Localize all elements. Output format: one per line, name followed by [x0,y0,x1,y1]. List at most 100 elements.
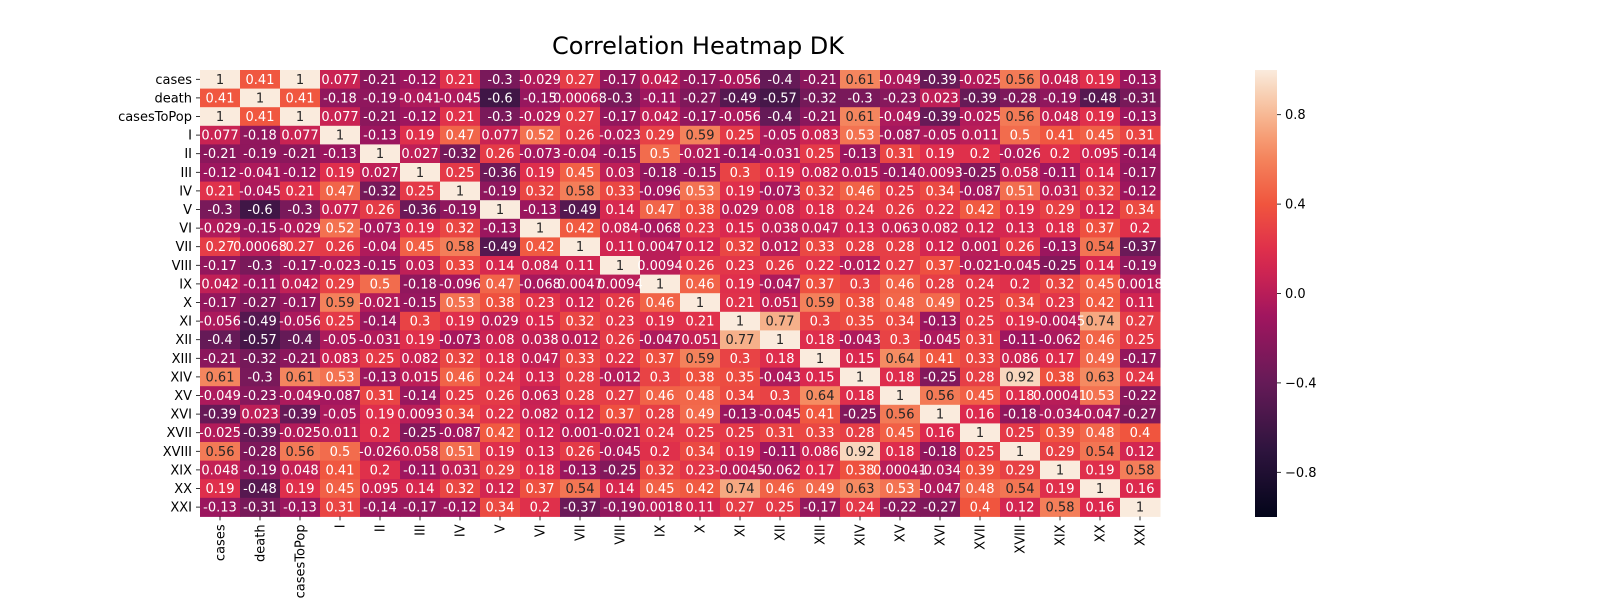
heatmap-cell-XVIII-XIII [800,442,841,462]
heatmap-cell-XIV-XXI [1120,367,1161,387]
cell-value-label: 0.27 [566,110,595,125]
cell-value-label: -0.041 [399,91,441,106]
heatmap-cell-XVII-IX [640,423,681,443]
heatmap-cell-VI-I [320,218,361,238]
heatmap-cell-X-IX [640,293,681,313]
cell-value-label: 0.25 [966,445,995,460]
heatmap-cell-XI-III [400,311,441,331]
cell-value-label: 0.48 [686,389,715,404]
heatmap-cell-VI-IV [440,218,481,238]
heatmap-cell-IV-XIV [840,181,881,201]
cell-value-label: 0.22 [606,352,635,367]
cell-value-label: -0.25 [1043,259,1077,274]
cell-value-label: -0.14 [723,147,757,162]
cell-value-label: 0.61 [286,370,315,385]
cell-value-label: -0.19 [363,91,397,106]
cell-value-label: 0.58 [1126,463,1155,478]
cell-value-label: 0.051 [761,296,798,311]
cell-value-label: 0.27 [206,240,235,255]
cell-value-label: -0.19 [243,147,277,162]
heatmap-cell-I-XV [880,125,921,145]
cell-value-label: 0.21 [726,296,755,311]
cell-value-label: -0.22 [883,501,917,516]
heatmap-cell-XVI-IV [440,404,481,424]
heatmap-cell-VII-XII [760,237,801,257]
heatmap-cell-XXI-V [480,497,521,517]
heatmap-cell-casesToPop-I [320,107,361,127]
heatmap-cell-XVI-XX [1080,404,1121,424]
cell-value-label: 1 [296,73,304,88]
cell-value-label: 0.18 [766,352,795,367]
cell-value-label: 0.92 [1006,370,1035,385]
colorbar-gradient [1255,70,1277,517]
cell-value-label: -0.19 [443,203,477,218]
cell-value-label: -0.045 [439,91,481,106]
heatmap-cell-XX-VII [560,479,601,499]
heatmap-cell-XXI-XV [880,497,921,517]
heatmap-cell-XXI-IV [440,497,481,517]
heatmap-cell-VI-XXI [1120,218,1161,238]
y-tick-label-death: death [154,91,192,106]
cell-value-label: 0.25 [326,315,355,330]
cell-value-label: -0.026 [359,445,401,460]
cell-value-label: 1 [736,315,744,330]
heatmap-cell-XVIII-XVI [920,442,961,462]
heatmap-cell-VII-VIII [600,237,641,257]
cell-value-label: 0.34 [1006,296,1035,311]
cell-value-label: -0.28 [243,445,277,460]
heatmap-cell-casesToPop-XIII [800,107,841,127]
heatmap-cell-VII-death [240,237,281,257]
cell-value-label: -0.049 [199,389,241,404]
cell-value-label: 0.21 [446,73,475,88]
cell-value-label: 0.13 [846,222,875,237]
heatmap-cell-XVII-VIII [600,423,641,443]
cell-value-label: 0.19 [446,315,475,330]
cell-value-label: 1 [936,408,944,423]
heatmap-cell-V-VI [520,200,561,220]
heatmap-cell-XXI-VI [520,497,561,517]
cell-value-label: 0.28 [566,389,595,404]
cell-value-label: 0.41 [246,110,275,125]
heatmap-cell-IV-IX [640,181,681,201]
heatmap-cell-II-XI [720,144,761,164]
y-tick-label-II: II [184,147,192,162]
heatmap-cell-XIII-XVI [920,349,961,369]
cell-value-label: 0.38 [486,296,515,311]
heatmap-cell-XV-VIII [600,386,641,406]
cell-value-label: 0.74 [1086,315,1115,330]
cell-value-label: -0.096 [639,184,681,199]
cell-value-label: 0.2 [370,463,391,478]
heatmap-cell-IX-IV [440,274,481,294]
heatmap-cell-XII-cases [200,330,241,350]
heatmap-cell-V-I [320,200,361,220]
cell-value-label: 0.46 [846,184,875,199]
x-tick-label-XII: XII [774,524,789,541]
heatmap-cell-V-XVIII [1000,200,1041,220]
cell-value-label: 0.082 [921,222,958,237]
heatmap-cell-XI-VII [560,311,601,331]
cell-value-label: 0.25 [446,166,475,181]
cell-value-label: 0.12 [526,426,555,441]
cell-value-label: 0.25 [1006,426,1035,441]
cell-value-label: 0.18 [526,463,555,478]
x-tick-label-I: I [334,524,349,528]
cell-value-label: 0.13 [526,445,555,460]
heatmap-cell-death-II [360,88,401,108]
cell-value-label: 0.42 [686,482,715,497]
cell-value-label: 0.19 [526,166,555,181]
heatmap-cell-XV-XIX [1040,386,1081,406]
cell-value-label: -0.39 [203,408,237,423]
cell-value-label: 0.08 [486,333,515,348]
cell-value-label: -0.11 [403,463,437,478]
cell-value-label: 0.095 [1081,147,1118,162]
cell-value-label: 0.17 [1046,352,1075,367]
heatmap-cell-XVII-III [400,423,441,443]
heatmap-cell-death-IV [440,88,481,108]
heatmap-cell-II-III [400,144,441,164]
heatmap-cell-XIX-XV [880,460,921,480]
heatmap-cell-XI-XIII [800,311,841,331]
heatmap-cell-VI-III [400,218,441,238]
heatmap-cell-XVI-VI [520,404,561,424]
heatmap-cell-XV-XI [720,386,761,406]
heatmap-cell-casesToPop-IX [640,107,681,127]
